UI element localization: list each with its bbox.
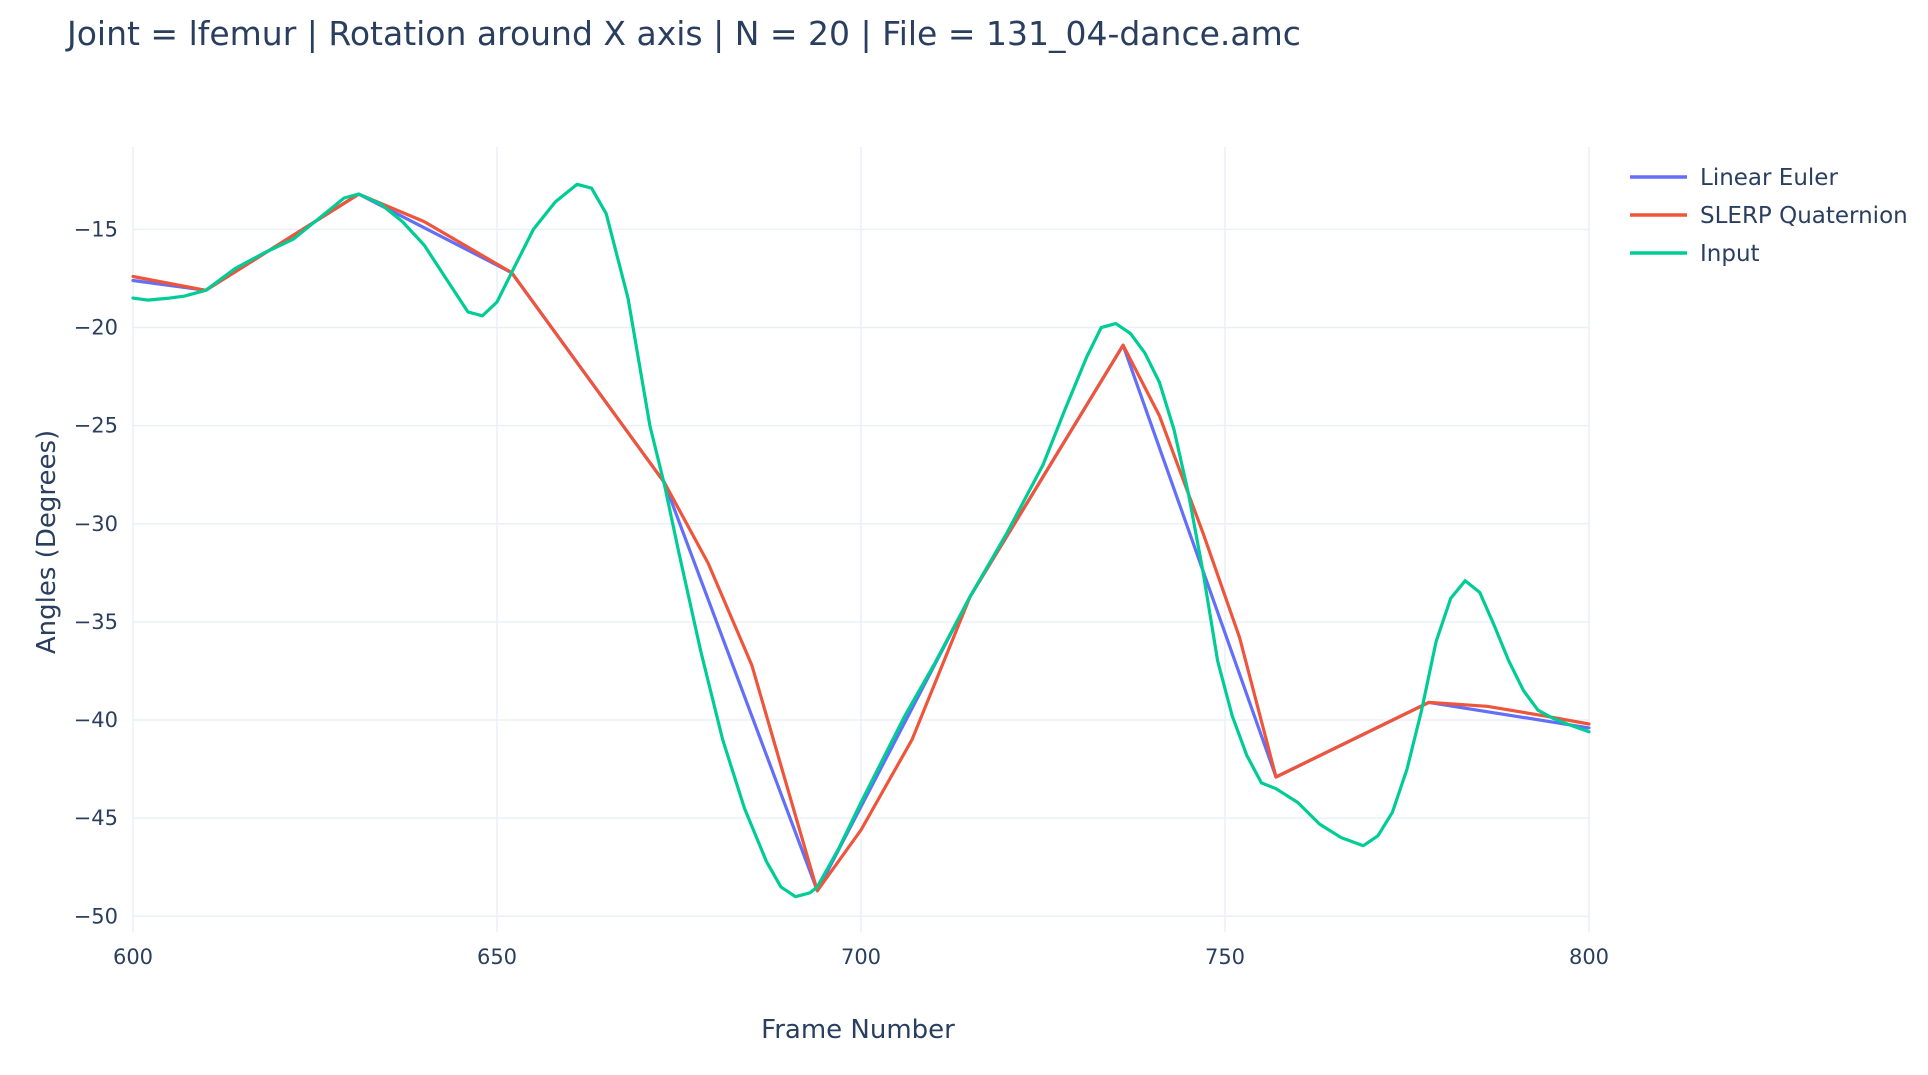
x-axis-title: Frame Number — [761, 1015, 955, 1045]
x-tick-label: 700 — [841, 945, 881, 969]
legend-item-linear-euler[interactable]: Linear Euler — [1630, 165, 1838, 191]
series-line-input[interactable] — [131, 182, 1591, 899]
y-tick-label: −20 — [74, 316, 118, 340]
x-tick-label: 750 — [1205, 945, 1245, 969]
plot-area[interactable] — [131, 182, 1591, 899]
y-tick-label: −35 — [74, 610, 118, 634]
legend-label: Linear Euler — [1700, 165, 1838, 191]
series-line-slerp-quaternion[interactable] — [131, 192, 1591, 893]
x-tick-label: 600 — [113, 945, 153, 969]
y-tick-label: −50 — [74, 904, 118, 928]
legend[interactable]: Linear Euler SLERP Quaternion Input — [1630, 165, 1908, 267]
legend-label: Input — [1700, 241, 1760, 267]
legend-item-slerp-quaternion[interactable]: SLERP Quaternion — [1630, 203, 1908, 229]
x-tick-label: 650 — [477, 945, 517, 969]
y-tick-label: −15 — [74, 217, 118, 241]
y-tick-label: −30 — [74, 512, 118, 536]
y-tick-label: −25 — [74, 414, 118, 438]
legend-label: SLERP Quaternion — [1700, 203, 1908, 229]
y-tick-label: −45 — [74, 806, 118, 830]
grid — [132, 147, 1590, 932]
chart-title: Joint = lfemur | Rotation around X axis … — [65, 14, 1301, 53]
y-axis-title: Angles (Degrees) — [32, 430, 62, 654]
y-tick-label: −40 — [74, 708, 118, 732]
x-tick-label: 800 — [1569, 945, 1609, 969]
axis-ticks: 600 650 700 750 800 −15 −20 −25 −30 −35 −40 −45 −50 — [74, 217, 1609, 969]
legend-item-input[interactable]: Input — [1630, 241, 1760, 267]
